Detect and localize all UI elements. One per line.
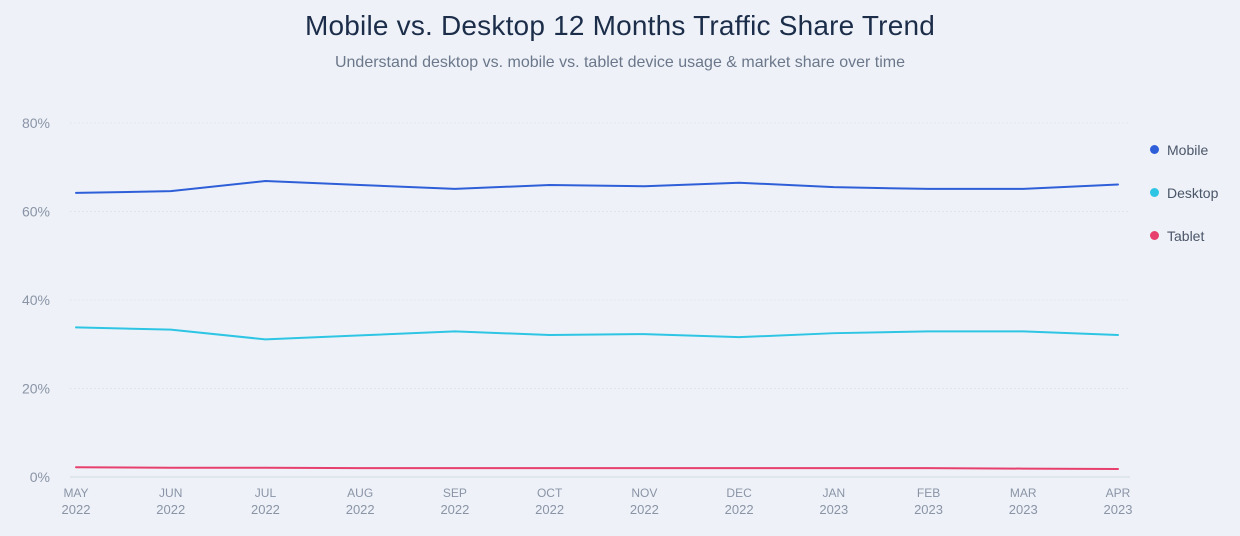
x-tick-label-month: DEC [726, 486, 752, 500]
legend-item-tablet[interactable]: Tablet [1150, 214, 1218, 257]
x-tick-label-year: 2023 [819, 502, 848, 517]
x-tick-label-year: 2022 [251, 502, 280, 517]
x-tick-label-year: 2022 [62, 502, 91, 517]
x-tick-label-month: MAR [1010, 486, 1037, 500]
x-tick-label-month: FEB [917, 486, 940, 500]
x-tick-label-year: 2022 [440, 502, 469, 517]
series-line-desktop [75, 326, 1119, 341]
x-tick-label-year: 2022 [630, 502, 659, 517]
legend-item-desktop[interactable]: Desktop [1150, 171, 1218, 214]
x-tick-label-month: JAN [822, 486, 845, 500]
legend-label: Mobile [1167, 141, 1209, 158]
x-tick-label-year: 2022 [156, 502, 185, 517]
x-tick-label-year: 2023 [1009, 502, 1038, 517]
y-tick-label: 0% [30, 469, 50, 485]
series-line-mobile [75, 179, 1119, 194]
legend-dot-icon [1150, 145, 1159, 154]
y-tick-label: 20% [22, 381, 50, 397]
chart-subtitle: Understand desktop vs. mobile vs. tablet… [334, 54, 906, 71]
x-tick-label-year: 2022 [535, 502, 564, 517]
x-tick-label-month: NOV [631, 486, 657, 500]
x-tick-label-year: 2022 [346, 502, 375, 517]
legend-dot-icon [1150, 188, 1159, 197]
legend-item-mobile[interactable]: Mobile [1150, 128, 1218, 171]
x-tick-label-year: 2023 [914, 502, 943, 517]
y-tick-label: 80% [22, 115, 50, 131]
x-tick-label-year: 2022 [725, 502, 754, 517]
series-line-tablet [75, 466, 1119, 471]
legend-label: Tablet [1167, 227, 1205, 244]
x-tick-label-month: APR [1106, 486, 1131, 500]
legend-label: Desktop [1167, 184, 1219, 201]
chart-legend: Mobile Desktop Tablet [1150, 128, 1218, 257]
y-tick-label: 60% [22, 204, 50, 220]
x-tick-label-month: JUL [255, 486, 277, 500]
legend-dot-icon [1150, 231, 1159, 240]
y-tick-label: 40% [22, 292, 50, 308]
x-tick-label-year: 2023 [1104, 502, 1133, 517]
x-tick-label-month: AUG [347, 486, 373, 500]
x-tick-label-month: MAY [63, 486, 88, 500]
x-tick-label-month: OCT [537, 486, 563, 500]
x-tick-label-month: JUN [159, 486, 182, 500]
x-tick-label-month: SEP [443, 486, 467, 500]
chart-title: Mobile vs. Desktop 12 Months Traffic Sha… [304, 10, 936, 41]
